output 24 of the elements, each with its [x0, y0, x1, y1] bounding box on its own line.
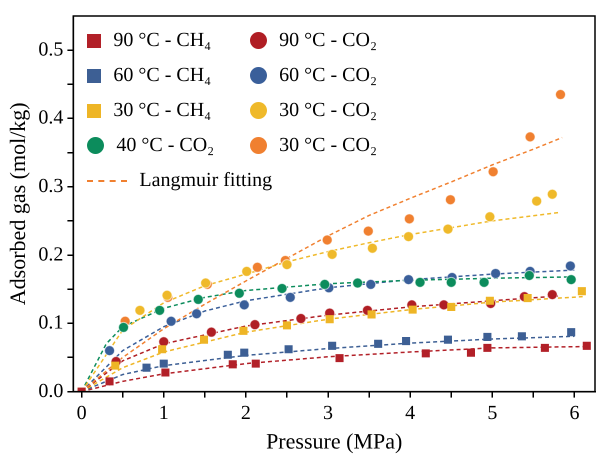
y-tick-label: 0.2: [38, 243, 64, 266]
legend-label: 30 °C - CH₄: [113, 99, 212, 122]
legend-label: Langmuir fitting: [139, 169, 272, 192]
x-tick-label: 4: [405, 402, 416, 424]
x-tick-label: 3: [323, 402, 334, 424]
y-tick-label: 0.5: [38, 38, 64, 60]
x-tick-label: 2: [240, 402, 251, 424]
x-axis-title: Pressure (MPa): [266, 428, 402, 454]
x-tick-label: 5: [487, 402, 498, 424]
legend-label: 60 °C - CO₂: [279, 64, 377, 87]
x-tick-label: 6: [569, 402, 580, 424]
y-tick-label: 0.0: [38, 380, 64, 402]
x-tick-label: 0: [76, 402, 87, 424]
legend-label: 30 °C - CO₂: [279, 134, 377, 157]
legend-label: 90 °C - CH₄: [113, 29, 212, 52]
x-tick-label: 1: [158, 402, 169, 424]
legend-label: 30 °C - CO₂: [279, 99, 377, 122]
legend-label: 90 °C - CO₂: [279, 29, 377, 52]
y-tick-label: 0.4: [38, 106, 64, 129]
legend-label: 60 °C - CH₄: [113, 64, 212, 87]
y-tick-label: 0.3: [38, 174, 64, 197]
y-tick-label: 0.1: [38, 312, 64, 334]
legend-label: 40 °C - CO₂: [116, 134, 214, 157]
y-axis-title: Adsorbed gas (mol/kg): [4, 102, 30, 306]
